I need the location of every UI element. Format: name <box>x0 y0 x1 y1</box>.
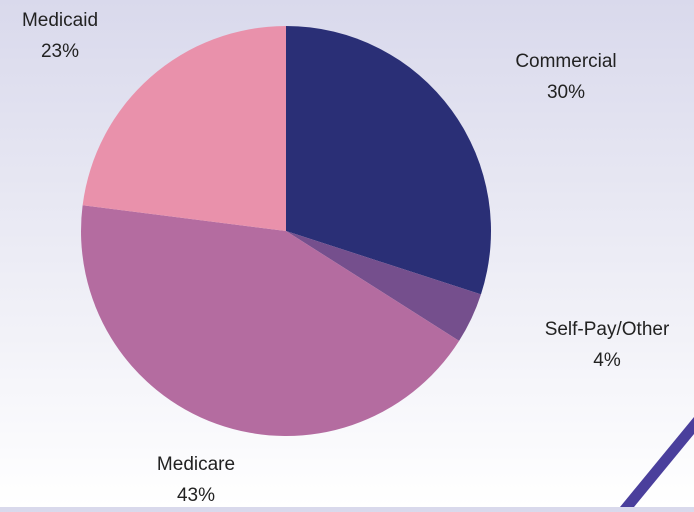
slice-label-commercial: Commercial <box>515 51 616 72</box>
slice-label-medicaid: Medicaid <box>22 10 98 31</box>
slice-label-self-pay-other: Self-Pay/Other <box>545 319 670 340</box>
pie-slice-self-pay-other <box>286 231 481 341</box>
pie-slice-medicaid <box>82 26 287 231</box>
slice-value-label-medicaid: 23% <box>41 41 79 62</box>
corner-accent-stripe <box>620 417 694 507</box>
pie-slice-medicare <box>81 205 460 436</box>
slice-value-label-medicare: 43% <box>177 485 215 506</box>
pie-slice-commercial <box>286 26 492 295</box>
slice-label-medicare: Medicare <box>157 454 235 475</box>
slice-value-label-commercial: 30% <box>547 82 585 103</box>
slice-value-label-self-pay-other: 4% <box>593 350 621 371</box>
pie-labels: Commercial 30% Self-Pay/Other 4% Medicare 43%… <box>22 10 670 506</box>
pie-slices <box>81 26 492 436</box>
